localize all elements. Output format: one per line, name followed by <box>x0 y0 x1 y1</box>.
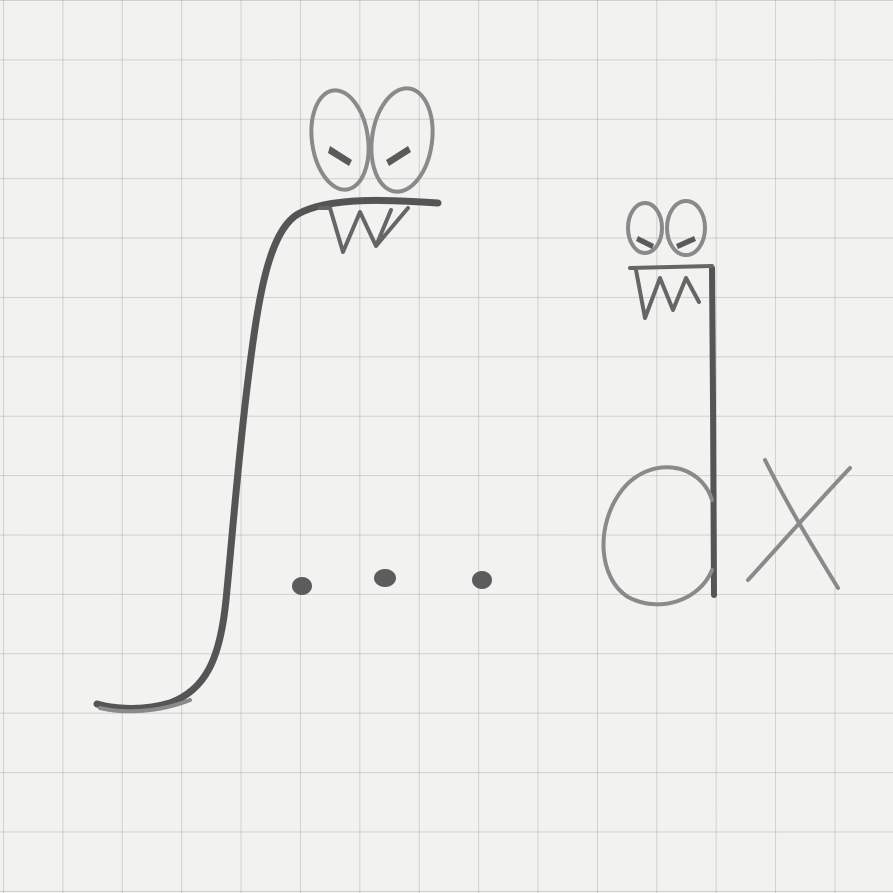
integral-monster <box>93 86 442 714</box>
letter-x <box>746 458 852 590</box>
x-stroke-2 <box>746 466 852 582</box>
d-bowl <box>601 465 714 607</box>
ellipsis-dot-3 <box>472 571 492 589</box>
integral-teeth <box>318 206 410 254</box>
d-eye-right <box>665 199 707 257</box>
d-pupil-right <box>676 236 696 249</box>
d-teeth <box>628 264 714 320</box>
d-stem <box>709 265 717 598</box>
d-monster <box>601 199 717 607</box>
d-eye-left <box>626 201 664 255</box>
ellipsis-dot-2 <box>374 569 396 587</box>
ellipsis <box>292 569 492 595</box>
integral-pupil-left <box>328 146 352 166</box>
integral-pupil-right <box>386 146 411 166</box>
integral-eye-right <box>369 86 435 194</box>
integral-eye-left <box>309 88 371 192</box>
integral-tail-shade <box>98 698 192 714</box>
d-pupil-left <box>636 236 654 249</box>
integral-sign <box>93 196 442 712</box>
ellipsis-dot-1 <box>292 577 312 595</box>
x-stroke-1 <box>763 458 840 590</box>
